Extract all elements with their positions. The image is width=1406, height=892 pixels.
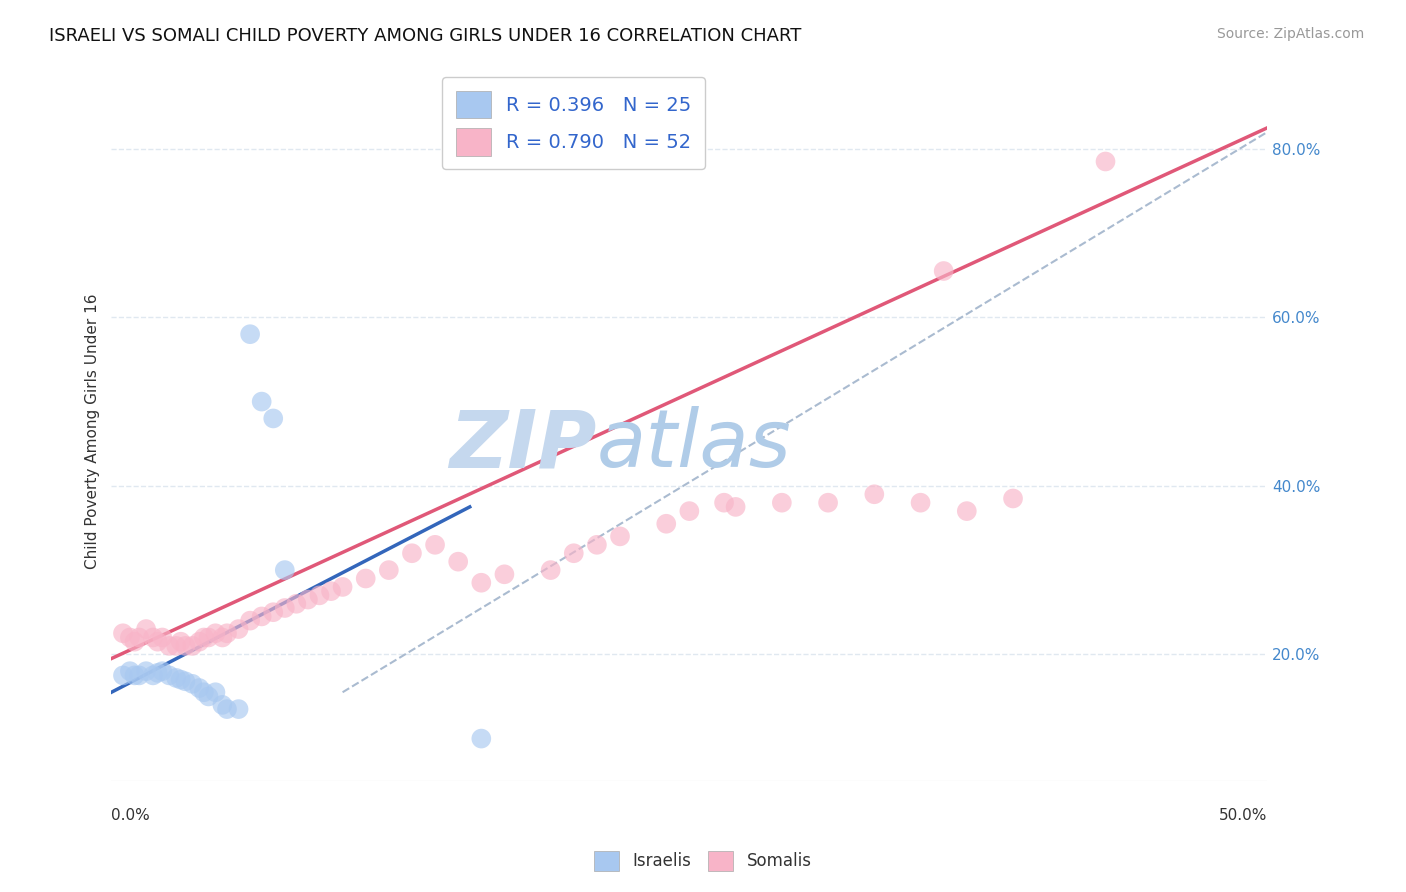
Point xyxy=(118,664,141,678)
Point xyxy=(118,631,141,645)
Point xyxy=(354,572,377,586)
Y-axis label: Child Poverty Among Girls Under 16: Child Poverty Among Girls Under 16 xyxy=(86,293,100,569)
Point xyxy=(494,567,516,582)
Text: ZIP: ZIP xyxy=(450,406,598,484)
Legend: Israelis, Somalis: Israelis, Somalis xyxy=(586,842,820,880)
Point xyxy=(863,487,886,501)
Point xyxy=(423,538,446,552)
Point xyxy=(193,631,215,645)
Point xyxy=(193,685,215,699)
Point xyxy=(170,673,193,687)
Point xyxy=(678,504,700,518)
Point xyxy=(932,264,955,278)
Point xyxy=(215,702,238,716)
Point xyxy=(211,631,233,645)
Point xyxy=(713,496,735,510)
Point xyxy=(274,563,297,577)
Point xyxy=(142,668,165,682)
Point xyxy=(319,584,342,599)
Point xyxy=(262,605,284,619)
Point xyxy=(142,631,165,645)
Point xyxy=(274,601,297,615)
Point xyxy=(215,626,238,640)
Point xyxy=(124,634,146,648)
Point xyxy=(332,580,354,594)
Point xyxy=(1002,491,1025,506)
Point xyxy=(165,639,187,653)
Point xyxy=(297,592,319,607)
Point xyxy=(146,634,169,648)
Text: 0.0%: 0.0% xyxy=(111,808,150,823)
Point xyxy=(197,631,219,645)
Point xyxy=(586,538,609,552)
Point xyxy=(250,609,273,624)
Point xyxy=(562,546,585,560)
Point xyxy=(124,668,146,682)
Text: 50.0%: 50.0% xyxy=(1219,808,1267,823)
Point xyxy=(111,668,134,682)
Point xyxy=(817,496,839,510)
Point xyxy=(239,327,262,342)
Point xyxy=(170,634,193,648)
Text: ISRAELI VS SOMALI CHILD POVERTY AMONG GIRLS UNDER 16 CORRELATION CHART: ISRAELI VS SOMALI CHILD POVERTY AMONG GI… xyxy=(49,27,801,45)
Point xyxy=(181,639,204,653)
Point xyxy=(146,665,169,680)
Legend: R = 0.396   N = 25, R = 0.790   N = 52: R = 0.396 N = 25, R = 0.790 N = 52 xyxy=(443,78,706,169)
Point xyxy=(308,588,330,602)
Point xyxy=(250,394,273,409)
Point xyxy=(150,664,173,678)
Point xyxy=(128,631,150,645)
Point xyxy=(128,668,150,682)
Point xyxy=(540,563,562,577)
Point xyxy=(239,614,262,628)
Point xyxy=(111,626,134,640)
Point xyxy=(165,671,187,685)
Point xyxy=(447,555,470,569)
Point xyxy=(181,677,204,691)
Point xyxy=(609,529,631,543)
Point xyxy=(211,698,233,712)
Point xyxy=(470,575,492,590)
Point xyxy=(157,668,180,682)
Point xyxy=(188,681,211,695)
Point xyxy=(770,496,793,510)
Point xyxy=(655,516,678,531)
Point xyxy=(228,622,250,636)
Point xyxy=(174,674,197,689)
Point xyxy=(197,690,219,704)
Point xyxy=(204,626,226,640)
Point xyxy=(150,631,173,645)
Point xyxy=(188,634,211,648)
Point xyxy=(262,411,284,425)
Point xyxy=(378,563,401,577)
Point xyxy=(285,597,308,611)
Point xyxy=(135,622,157,636)
Point xyxy=(174,639,197,653)
Text: atlas: atlas xyxy=(598,406,792,484)
Point xyxy=(910,496,932,510)
Point xyxy=(470,731,492,746)
Point xyxy=(401,546,423,560)
Point xyxy=(135,664,157,678)
Point xyxy=(956,504,979,518)
Point xyxy=(724,500,747,514)
Text: Source: ZipAtlas.com: Source: ZipAtlas.com xyxy=(1216,27,1364,41)
Point xyxy=(1094,154,1116,169)
Point xyxy=(157,639,180,653)
Point xyxy=(228,702,250,716)
Point xyxy=(204,685,226,699)
